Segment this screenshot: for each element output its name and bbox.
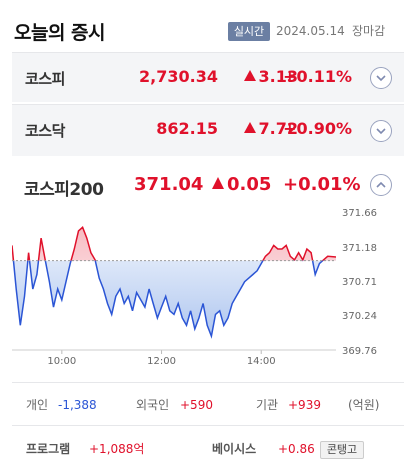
y-tick-label: 369.76	[342, 346, 377, 357]
chevron-down-icon	[376, 75, 386, 82]
market-status: 장마감	[352, 24, 386, 38]
up-triangle-icon	[243, 70, 256, 81]
index-rate: +0.90%	[283, 119, 352, 138]
y-tick-label: 371.66	[342, 208, 377, 219]
foreign-value: +590	[180, 398, 213, 412]
program-label: 프로그램	[26, 442, 71, 456]
x-tick-label: 12:00	[147, 356, 176, 367]
expand-toggle-button[interactable]	[370, 120, 392, 142]
x-tick-label: 10:00	[47, 356, 76, 367]
institution-label: 기관	[256, 398, 279, 412]
intraday-chart: 371.66 371.18 370.71 370.24 369.76 10:00 12:00…	[12, 208, 377, 367]
up-triangle-icon	[243, 122, 256, 133]
individual-label: 개인	[26, 398, 49, 412]
price-line-down	[12, 260, 324, 339]
index-name: 코스피200	[24, 180, 104, 200]
index-row-kospi[interactable]: 코스피 2,730.34 3.13 +0.11%	[12, 52, 404, 102]
basis-label: 베이시스	[212, 442, 257, 456]
index-row-kosdaq[interactable]: 코스닥 862.15 7.72 +0.90%	[12, 104, 404, 156]
index-name: 코스피	[25, 70, 65, 88]
index-price: 371.04	[134, 174, 204, 195]
individual-value: -1,388	[58, 398, 97, 412]
index-price: 862.15	[156, 119, 218, 138]
contango-badge[interactable]: 콘탱고	[320, 441, 364, 459]
index-name: 코스닥	[25, 122, 65, 140]
index-change-value: 3.13	[258, 67, 298, 86]
x-tick-label: 14:00	[247, 356, 276, 367]
investor-summary: 개인 -1,388 외국인 +590 기관 +939 (억원)	[12, 382, 404, 426]
y-tick-label: 370.71	[342, 277, 377, 288]
index-change: 0.05	[212, 174, 271, 195]
y-tick-label: 370.24	[342, 311, 377, 322]
index-change-value: 7.72	[258, 119, 298, 138]
foreign-label: 외국인	[136, 398, 170, 412]
area-below-baseline	[12, 260, 336, 337]
market-date: 2024.05.14	[276, 24, 345, 38]
program-basis-row: 프로그램 +1,088억 베이시스 +0.86 콘탱고	[0, 426, 416, 472]
index-change: 7.72	[243, 119, 298, 138]
index-change: 3.13	[243, 67, 298, 86]
index-change-value: 0.05	[227, 174, 272, 195]
y-tick-label: 371.18	[342, 243, 377, 254]
program-value: +1,088억	[89, 442, 145, 456]
expand-toggle-button[interactable]	[370, 67, 392, 89]
institution-value: +939	[288, 398, 321, 412]
chevron-up-icon	[376, 181, 386, 188]
index-rate: +0.11%	[283, 67, 352, 86]
index-price: 2,730.34	[139, 67, 218, 86]
live-badge: 실시간	[228, 22, 270, 41]
basis-value: +0.86	[278, 442, 315, 456]
page-title: 오늘의 증시	[14, 22, 106, 44]
unit-label: (억원)	[348, 398, 380, 412]
collapse-toggle-button[interactable]	[370, 174, 392, 196]
index-rate: +0.01%	[283, 174, 361, 195]
up-triangle-icon	[212, 177, 224, 189]
price-line-up	[12, 226, 336, 261]
index-section-kospi200: 코스피200 371.04 0.05 +0.01%	[12, 158, 404, 380]
market-header: 오늘의 증시 실시간 2024.05.14 장마감	[0, 0, 416, 52]
chevron-down-icon	[376, 128, 386, 135]
